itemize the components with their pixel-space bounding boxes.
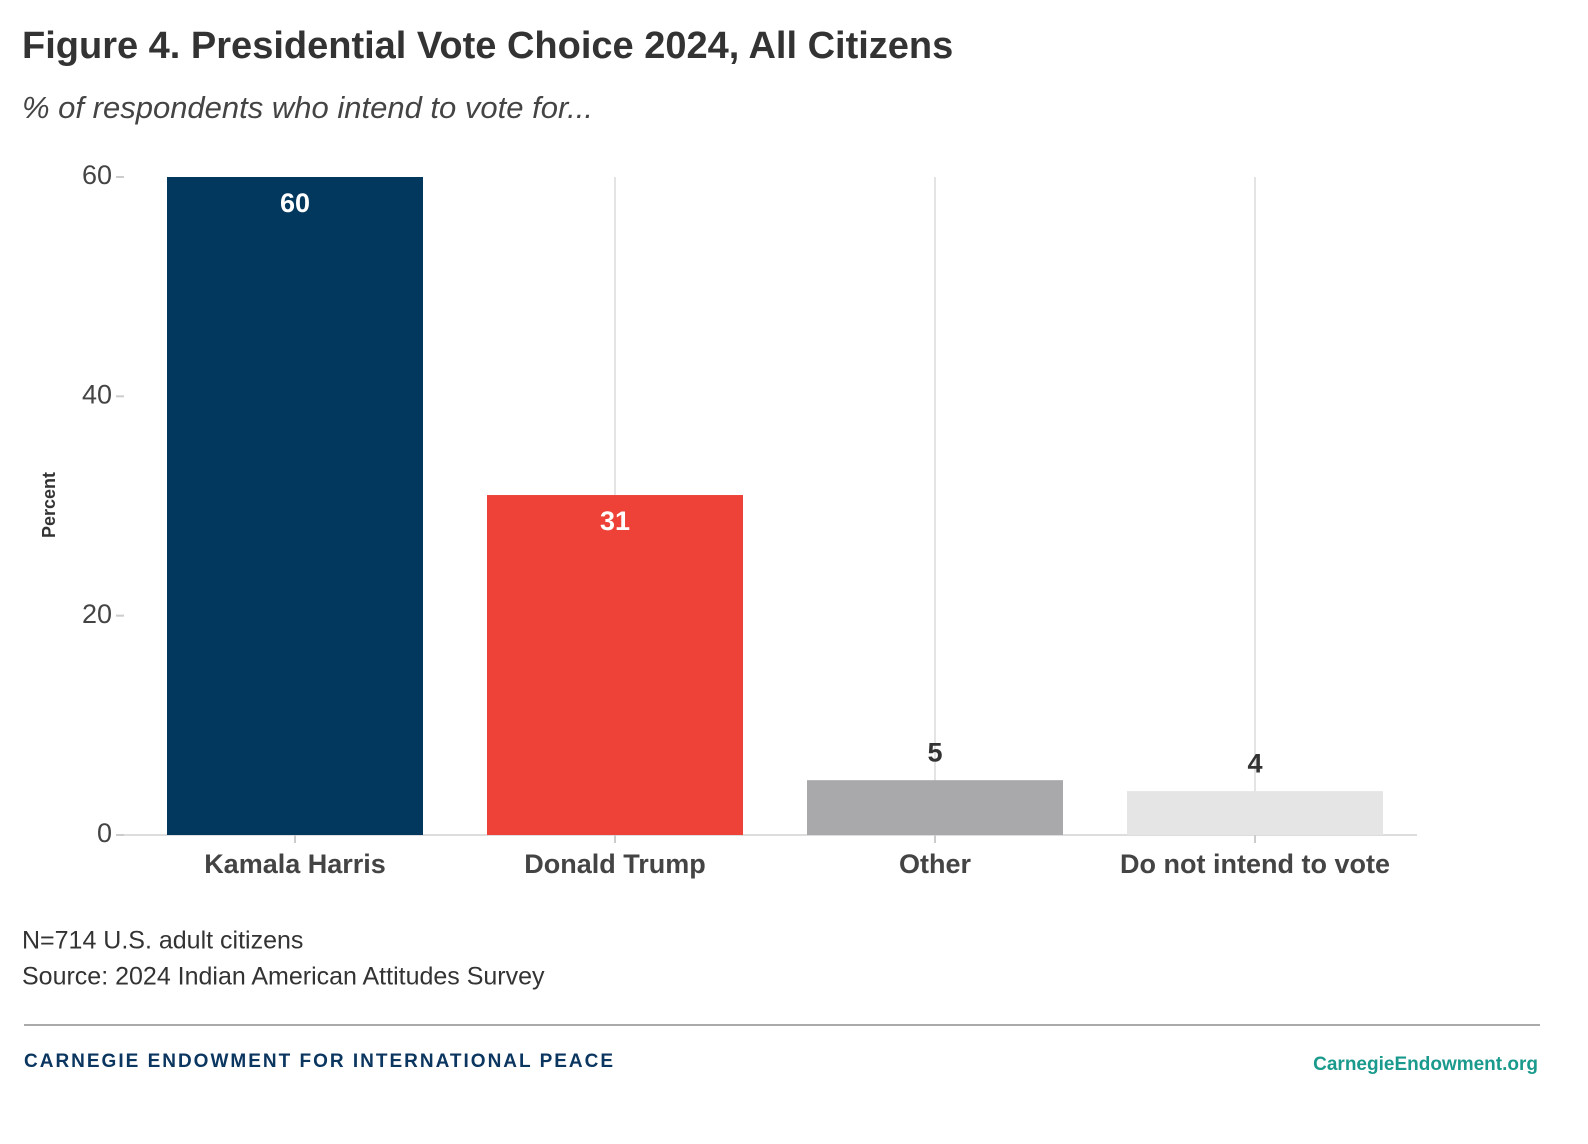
y-tick-label: 0 (97, 818, 112, 848)
bar (487, 495, 743, 835)
y-tick-label: 20 (82, 599, 112, 629)
x-tick-label: Do not intend to vote (1120, 849, 1390, 879)
footer-url: CarnegieEndowment.org (1313, 1054, 1538, 1075)
x-tick-label: Kamala Harris (204, 849, 386, 879)
y-axis-label: Percent (39, 472, 59, 538)
data-label: 60 (280, 188, 310, 218)
chart-subtitle: % of respondents who intend to vote for.… (22, 90, 593, 125)
bar (807, 780, 1063, 835)
chart-title: Figure 4. Presidential Vote Choice 2024,… (22, 25, 953, 67)
bar (1127, 791, 1383, 835)
x-tick-label: Donald Trump (524, 849, 706, 879)
footer-brand: CARNEGIE ENDOWMENT FOR INTERNATIONAL PEA… (24, 1051, 615, 1072)
y-tick-label: 60 (82, 160, 112, 190)
x-tick-label: Other (899, 849, 972, 879)
data-label: 31 (600, 506, 630, 536)
bar (167, 177, 423, 835)
note: N=714 U.S. adult citizens (22, 927, 303, 955)
note: Source: 2024 Indian American Attitudes S… (22, 963, 545, 991)
y-tick-label: 40 (82, 379, 112, 409)
data-label: 5 (927, 737, 942, 767)
data-label: 4 (1247, 748, 1262, 778)
